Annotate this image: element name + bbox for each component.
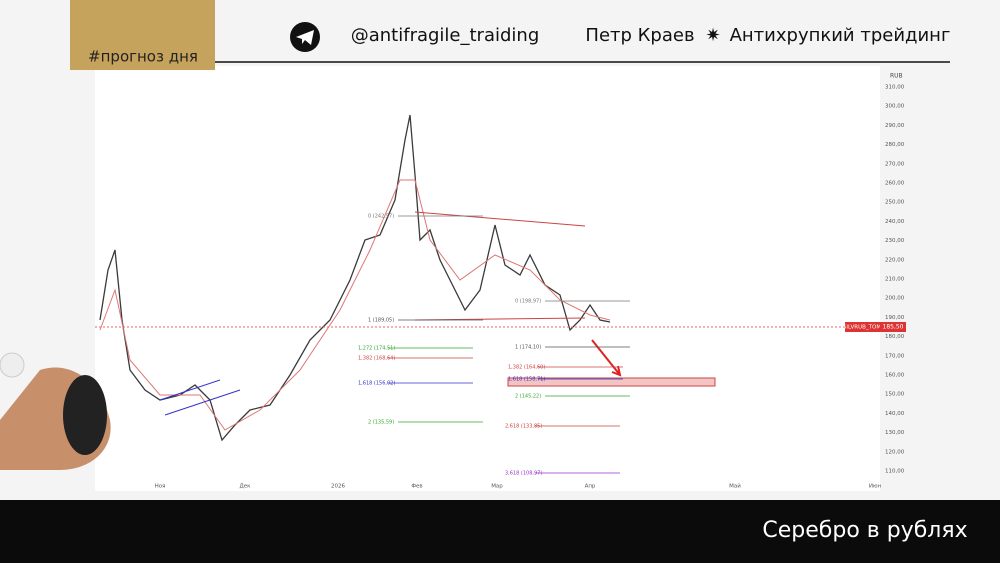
time-label: Апр	[585, 484, 596, 490]
fib-label: 1,272 (174,51)	[358, 346, 395, 352]
mouse	[63, 375, 107, 455]
channel-line	[159, 379, 221, 401]
price-label: 150,00	[885, 392, 905, 398]
brand: Антихрупкий трейдинг	[730, 25, 951, 46]
price-label: 260,00	[885, 181, 905, 187]
moving-average	[99, 179, 611, 431]
price-label: 160,00	[885, 373, 905, 379]
fib-label: 0 (242,57)	[368, 214, 394, 220]
price-label: 190,00	[885, 315, 905, 321]
currency: RUB	[890, 73, 903, 80]
price-label: 290,00	[885, 123, 905, 129]
price-label: 130,00	[885, 430, 905, 436]
fib-label: 1 (189,05)	[368, 318, 394, 324]
price-label: 120,00	[885, 449, 905, 455]
fib-label: 2 (145,22)	[515, 394, 541, 400]
price-label: 210,00	[885, 277, 905, 283]
price-label: 240,00	[885, 219, 905, 225]
footer-band	[0, 500, 1000, 563]
fib-label: 1,382 (168,64)	[358, 356, 395, 362]
time-label: Ноя	[155, 484, 166, 490]
price-label: 300,00	[885, 104, 905, 110]
forecast-arrow	[591, 339, 622, 377]
price-label: 230,00	[885, 238, 905, 244]
time-label: Июн	[869, 484, 882, 490]
fib-label: 3,618 (108,97)	[505, 471, 542, 477]
fib-label: 2 (135,59)	[368, 420, 394, 426]
footer-caption: Серебро в рублях	[762, 518, 967, 543]
time-label: Фев	[411, 484, 422, 490]
telegram-plane	[296, 30, 314, 45]
time-label: Дек	[239, 484, 251, 490]
price-label: 110,00	[885, 469, 905, 475]
fib-label: 0 (198,97)	[515, 299, 541, 305]
price-tag: SILVRUB_TOM	[843, 325, 881, 331]
price-label: 200,00	[885, 296, 905, 302]
price-value-box	[880, 322, 906, 332]
price-tag-box	[845, 322, 880, 332]
price-line	[99, 114, 611, 442]
price-label: 180,00	[885, 334, 905, 340]
fib-label: 1 (174,10)	[515, 345, 541, 351]
time-label: Мар	[491, 484, 503, 490]
price-label: 270,00	[885, 161, 905, 167]
fib-label: 2,618 (133,85)	[505, 424, 542, 430]
price-label: 280,00	[885, 142, 905, 148]
author: Петр Краев	[585, 25, 694, 46]
price-value: 185,50	[883, 324, 904, 331]
fib-label: 1,382 (164,60)	[508, 365, 545, 371]
price-label: 310,00	[885, 85, 905, 91]
price-label: 250,00	[885, 200, 905, 206]
plot-area	[95, 66, 880, 491]
pearl	[0, 352, 25, 378]
price-label: 140,00	[885, 411, 905, 417]
target-zone	[507, 377, 716, 387]
channel-line	[164, 389, 241, 416]
fib-label: 1,618 (158,71)	[508, 377, 545, 383]
star: ✷	[705, 25, 720, 46]
time-label: Май	[729, 483, 741, 490]
fib-label: 1,618 (156,02)	[358, 381, 395, 387]
price-label: 220,00	[885, 257, 905, 263]
handle: @antifragile_traiding	[351, 25, 540, 46]
time-label: 2026	[331, 484, 345, 490]
tag: #прогноз дня	[88, 48, 198, 66]
tag-box	[70, 0, 215, 70]
price-label: 170,00	[885, 353, 905, 359]
trend-line	[414, 211, 586, 227]
